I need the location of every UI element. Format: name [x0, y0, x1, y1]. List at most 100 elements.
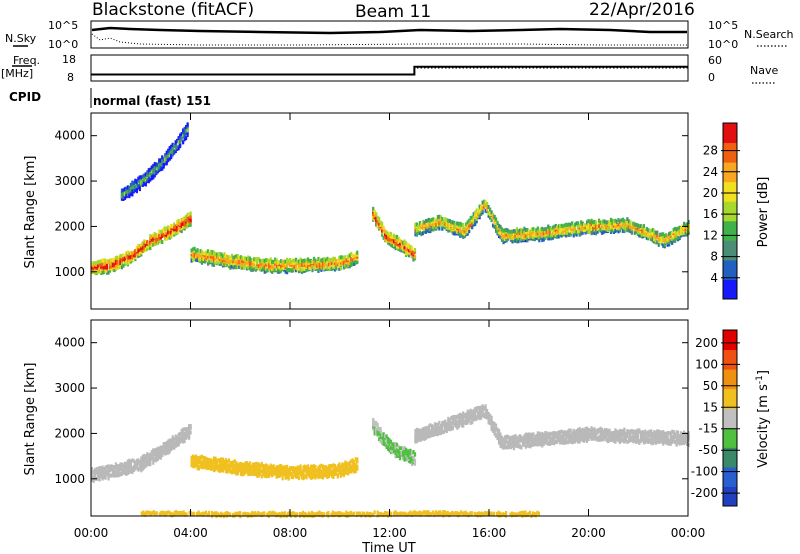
scatter-cell: [152, 460, 155, 465]
scatter-cell: [389, 237, 393, 242]
scatter-cell: [181, 511, 184, 516]
scatter-cell: [388, 438, 391, 443]
scatter-cell: [647, 236, 650, 241]
scatter-cell: [338, 264, 341, 269]
scatter-cell: [593, 227, 596, 232]
scatter-cell: [195, 512, 199, 517]
scatter-cell: [191, 253, 195, 258]
scatter-cell: [302, 258, 305, 263]
scatter-cell: [211, 465, 214, 470]
scatter-cell: [511, 442, 514, 447]
scatter-cell: [134, 185, 137, 190]
scatter-cell: [182, 510, 185, 515]
scatter-cell: [505, 227, 508, 232]
scatter-cell: [126, 250, 130, 255]
scatter-cell: [177, 136, 180, 141]
scatter-cell: [569, 232, 572, 237]
scatter-cell: [251, 513, 254, 518]
scatter-cell: [215, 463, 219, 468]
scatter-cell: [586, 224, 589, 229]
scatter-cell: [342, 466, 345, 471]
scatter-cell: [92, 469, 95, 474]
scatter-cell: [409, 448, 412, 453]
scatter-cell: [373, 429, 376, 434]
colorbar-swatch: [723, 123, 737, 144]
scatter-cell: [262, 463, 265, 468]
scatter-cell: [662, 232, 665, 237]
scatter-cell: [122, 463, 125, 468]
scatter-cell: [144, 247, 147, 252]
scatter-cell: [126, 192, 130, 197]
scatter-cell: [128, 251, 131, 256]
scatter-cell: [152, 510, 155, 515]
scatter-cell: [436, 425, 439, 430]
scatter-cell: [450, 424, 453, 429]
scatter-cell: [672, 438, 675, 443]
scatter-cell: [636, 431, 639, 436]
scatter-cell: [484, 202, 487, 207]
scatter-cell: [180, 132, 183, 137]
scatter-cell: [614, 221, 617, 226]
scatter-cell: [297, 263, 301, 268]
scatter-cell: [509, 229, 513, 234]
scatter-cell: [572, 439, 575, 444]
scatter-cell: [542, 227, 545, 232]
scatter-cell: [448, 218, 451, 223]
scatter-cell: [177, 229, 180, 234]
scatter-cell: [535, 439, 538, 444]
scatter-cell: [621, 432, 625, 437]
scatter-cell: [233, 258, 236, 263]
scatter-cell: [263, 261, 266, 266]
scatter-cell: [170, 227, 173, 232]
scatter-cell: [654, 440, 657, 445]
scatter-cell: [199, 256, 202, 261]
scatter-cell: [515, 233, 519, 238]
scatter-cell: [107, 476, 110, 481]
scatter-cell: [588, 227, 592, 232]
scatter-cell: [209, 466, 213, 471]
scatter-cell: [623, 427, 626, 432]
scatter-cell: [674, 432, 677, 437]
scatter-cell: [483, 412, 486, 417]
scatter-cell: [235, 265, 238, 270]
scatter-cell: [584, 230, 587, 235]
scatter-cell: [141, 248, 144, 253]
scatter-cell: [312, 464, 316, 469]
scatter-cell: [227, 468, 231, 473]
scatter-cell: [454, 222, 457, 227]
scatter-cell: [550, 432, 553, 437]
scatter-cell: [196, 254, 199, 259]
scatter-cell: [137, 254, 140, 259]
scatter-cell: [514, 238, 517, 243]
scatter-cell: [599, 426, 602, 431]
scatter-cell: [430, 428, 433, 433]
scatter-cell: [478, 405, 481, 410]
scatter-cell: [491, 223, 495, 228]
scatter-cell: [256, 265, 259, 270]
scatter-cell: [609, 431, 613, 436]
scatter-cell: [129, 192, 133, 197]
scatter-cell: [308, 474, 311, 479]
scatter-cell: [163, 511, 166, 516]
scatter-cell: [523, 441, 526, 446]
scatter-cell: [382, 441, 385, 446]
scatter-cell: [156, 233, 159, 238]
scatter-cell: [469, 420, 472, 425]
scatter-cell: [466, 416, 469, 421]
scatter-cell: [644, 429, 647, 434]
scatter-cell: [608, 220, 611, 225]
scatter-cell: [384, 234, 387, 239]
scatter-cell: [335, 266, 338, 271]
scatter-cell: [305, 467, 308, 472]
scatter-cell: [554, 230, 557, 235]
scatter-cell: [237, 511, 240, 516]
scatter-cell: [128, 259, 131, 264]
scatter-cell: [554, 431, 557, 436]
scatter-cell: [626, 433, 629, 438]
scatter-cell: [403, 245, 406, 250]
scatter-cell: [308, 470, 311, 475]
scatter-cell: [260, 259, 263, 264]
scatter-cell: [620, 429, 623, 434]
scatter-cell: [156, 457, 159, 462]
